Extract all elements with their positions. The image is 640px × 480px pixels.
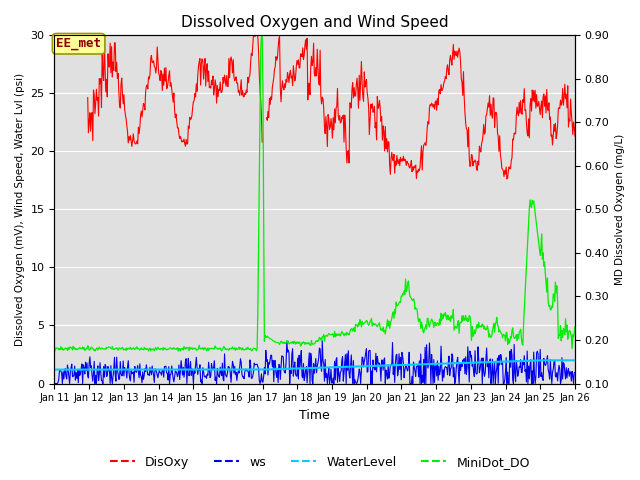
MiniDot_DO: [51, 347, 58, 352]
Y-axis label: MD Dissolved Oxygen (mg/L): MD Dissolved Oxygen (mg/L): [615, 134, 625, 285]
ws: [51, 381, 58, 386]
WaterLevel: [571, 358, 579, 363]
Y-axis label: Dissolved Oxygen (mV), Wind Speed, Water Lvl (psi): Dissolved Oxygen (mV), Wind Speed, Water…: [15, 73, 25, 346]
Line: WaterLevel: WaterLevel: [54, 360, 575, 370]
Legend: DisOxy, ws, WaterLevel, MiniDot_DO: DisOxy, ws, WaterLevel, MiniDot_DO: [105, 451, 535, 474]
ws: [319, 338, 326, 344]
DisOxy: [166, 83, 174, 89]
X-axis label: Time: Time: [300, 409, 330, 422]
DisOxy: [113, 75, 121, 81]
WaterLevel: [60, 367, 68, 372]
Text: EE_met: EE_met: [56, 37, 101, 50]
ws: [60, 376, 68, 382]
MiniDot_DO: [91, 348, 99, 354]
DisOxy: [194, 72, 202, 78]
MiniDot_DO: [394, 302, 402, 308]
ws: [166, 372, 174, 377]
WaterLevel: [393, 362, 401, 368]
WaterLevel: [113, 367, 121, 372]
ws: [194, 372, 202, 377]
MiniDot_DO: [380, 324, 387, 330]
MiniDot_DO: [167, 346, 175, 351]
WaterLevel: [194, 367, 202, 372]
MiniDot_DO: [571, 324, 579, 329]
ws: [378, 357, 386, 363]
WaterLevel: [51, 367, 58, 372]
WaterLevel: [378, 363, 385, 369]
ws: [571, 369, 579, 375]
ws: [113, 368, 121, 374]
ws: [394, 373, 401, 379]
DisOxy: [571, 133, 579, 139]
WaterLevel: [166, 367, 174, 372]
Title: Dissolved Oxygen and Wind Speed: Dissolved Oxygen and Wind Speed: [181, 15, 449, 30]
MiniDot_DO: [195, 346, 202, 351]
Line: ws: ws: [54, 341, 575, 384]
DisOxy: [393, 153, 401, 158]
WaterLevel: [537, 358, 545, 363]
Line: DisOxy: DisOxy: [88, 33, 575, 179]
MiniDot_DO: [60, 347, 68, 353]
DisOxy: [378, 114, 385, 120]
MiniDot_DO: [115, 348, 122, 353]
MiniDot_DO: [258, 33, 266, 38]
Line: MiniDot_DO: MiniDot_DO: [54, 36, 575, 351]
